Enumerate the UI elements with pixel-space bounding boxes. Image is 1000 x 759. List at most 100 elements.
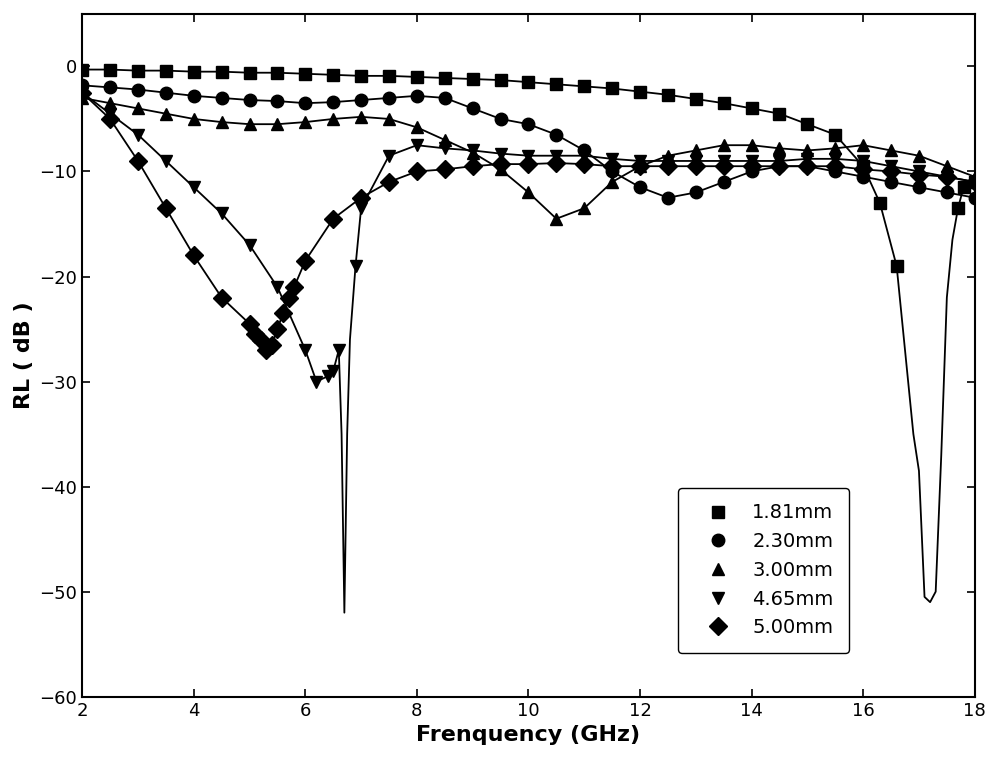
1.81mm [829, 130, 841, 139]
4.65mm [350, 261, 362, 270]
2.30mm [913, 183, 925, 192]
5.00mm [941, 172, 953, 181]
Line: 4.65mm: 4.65mm [76, 87, 981, 388]
1.81mm [958, 183, 970, 192]
5.00mm [216, 293, 228, 302]
2.30mm [801, 162, 813, 171]
5.00mm [467, 162, 479, 171]
5.00mm [801, 162, 813, 171]
4.65mm [550, 151, 562, 160]
5.00mm [271, 325, 283, 334]
1.81mm [495, 75, 507, 84]
3.00mm [522, 188, 534, 197]
2.30mm [411, 91, 423, 100]
3.00mm [746, 140, 758, 150]
2.30mm [355, 96, 367, 105]
5.00mm [885, 167, 897, 176]
3.00mm [216, 118, 228, 127]
5.00mm [439, 165, 451, 174]
3.00mm [76, 93, 88, 102]
4.65mm [801, 154, 813, 163]
4.65mm [104, 109, 116, 118]
3.00mm [439, 135, 451, 144]
1.81mm [188, 67, 200, 76]
4.65mm [355, 203, 367, 213]
5.00mm [857, 165, 869, 174]
1.81mm [244, 68, 256, 77]
5.00mm [634, 162, 646, 171]
2.30mm [495, 115, 507, 124]
5.00mm [266, 340, 278, 349]
3.00mm [160, 109, 172, 118]
1.81mm [104, 65, 116, 74]
3.00mm [132, 104, 144, 113]
1.81mm [746, 104, 758, 113]
1.81mm [76, 65, 88, 74]
Line: 5.00mm: 5.00mm [76, 87, 981, 356]
4.65mm [160, 156, 172, 165]
2.30mm [969, 194, 981, 203]
1.81mm [634, 87, 646, 96]
4.65mm [773, 156, 785, 165]
2.30mm [773, 162, 785, 171]
2.30mm [885, 178, 897, 187]
4.65mm [411, 140, 423, 150]
5.00mm [76, 88, 88, 97]
5.00mm [260, 345, 272, 354]
3.00mm [941, 162, 953, 171]
1.81mm [578, 82, 590, 91]
2.30mm [439, 93, 451, 102]
1.81mm [874, 198, 886, 207]
3.00mm [550, 214, 562, 223]
5.00mm [829, 162, 841, 171]
4.65mm [969, 178, 981, 187]
1.81mm [383, 71, 395, 80]
5.00mm [188, 251, 200, 260]
1.81mm [662, 90, 674, 99]
5.00mm [249, 329, 261, 339]
4.65mm [662, 156, 674, 165]
Line: 1.81mm: 1.81mm [77, 64, 980, 272]
4.65mm [578, 151, 590, 160]
3.00mm [327, 115, 339, 124]
2.30mm [718, 178, 730, 187]
4.65mm [690, 156, 702, 165]
2.30mm [271, 96, 283, 106]
3.00mm [662, 151, 674, 160]
2.30mm [160, 88, 172, 97]
4.65mm [310, 377, 322, 386]
2.30mm [132, 85, 144, 94]
2.30mm [383, 93, 395, 102]
1.81mm [355, 71, 367, 80]
3.00mm [355, 112, 367, 121]
2.30mm [188, 91, 200, 100]
2.30mm [941, 188, 953, 197]
5.00mm [606, 162, 618, 171]
4.65mm [606, 154, 618, 163]
4.65mm [188, 183, 200, 192]
4.65mm [718, 156, 730, 165]
2.30mm [578, 146, 590, 155]
3.00mm [495, 165, 507, 174]
Legend: 1.81mm, 2.30mm, 3.00mm, 4.65mm, 5.00mm: 1.81mm, 2.30mm, 3.00mm, 4.65mm, 5.00mm [678, 488, 849, 653]
1.81mm [857, 162, 869, 171]
2.30mm [467, 104, 479, 113]
5.00mm [913, 170, 925, 179]
3.00mm [383, 115, 395, 124]
4.65mm [76, 88, 88, 97]
5.00mm [411, 167, 423, 176]
5.00mm [255, 335, 267, 344]
2.30mm [522, 120, 534, 129]
5.00mm [578, 159, 590, 168]
4.65mm [522, 151, 534, 160]
5.00mm [746, 162, 758, 171]
5.00mm [718, 162, 730, 171]
3.00mm [718, 140, 730, 150]
4.65mm [913, 167, 925, 176]
5.00mm [355, 194, 367, 203]
Line: 3.00mm: 3.00mm [76, 92, 981, 225]
4.65mm [327, 367, 339, 376]
2.30mm [327, 98, 339, 107]
2.30mm [829, 167, 841, 176]
3.00mm [467, 148, 479, 157]
